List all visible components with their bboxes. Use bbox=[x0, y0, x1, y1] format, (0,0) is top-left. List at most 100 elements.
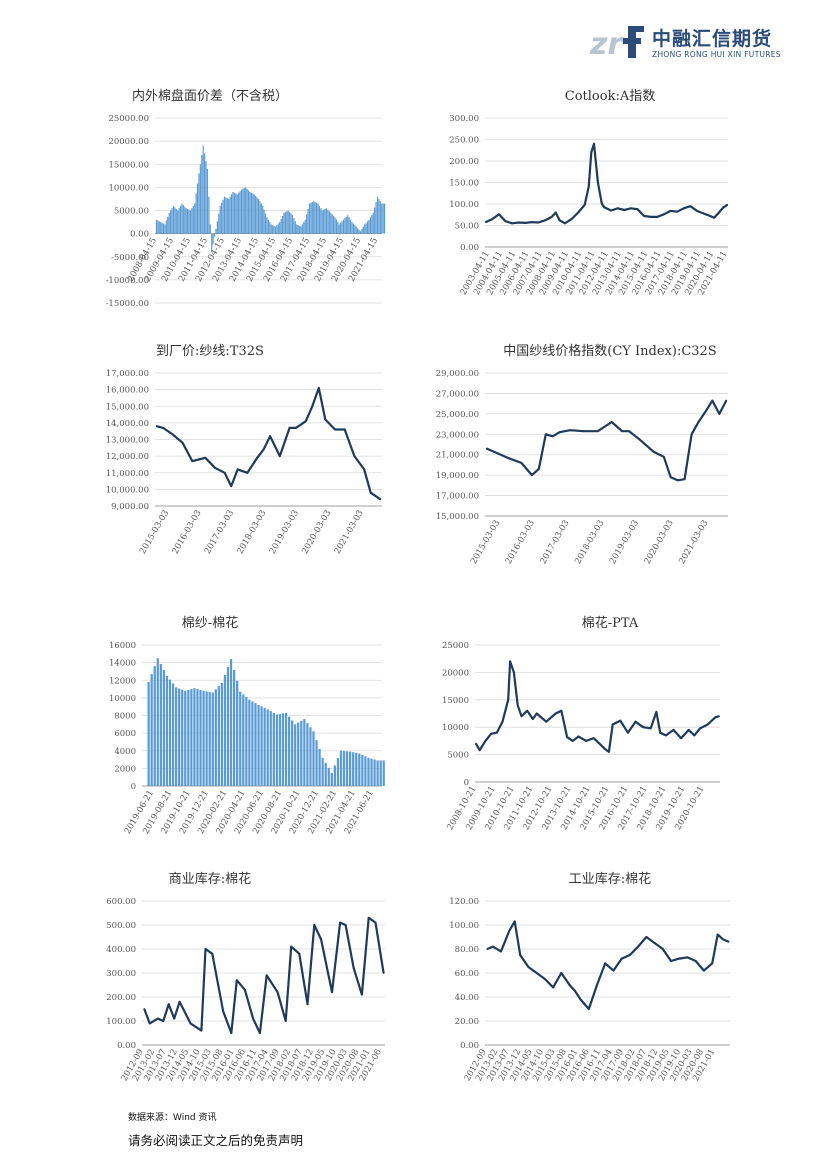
bar bbox=[222, 199, 224, 234]
bar bbox=[335, 219, 338, 234]
chart-panel-8: 工业库存:棉花 120.00 100.00 80.00 60.00 40.00 20.00… bbox=[410, 868, 810, 1118]
data-point bbox=[661, 948, 664, 950]
data-point bbox=[276, 991, 279, 994]
bar bbox=[364, 756, 367, 786]
bar bbox=[297, 722, 300, 786]
bar bbox=[342, 751, 346, 786]
bar bbox=[153, 666, 156, 786]
bar bbox=[310, 202, 312, 234]
bar bbox=[238, 192, 240, 234]
x-tick-label: 2015-03-03 bbox=[138, 509, 171, 556]
bar bbox=[374, 207, 376, 234]
y-tick-label: 17,000.00 bbox=[106, 369, 149, 379]
logo-english-name: ZHONG RONG HUI XIN FUTURES bbox=[652, 50, 781, 59]
bar bbox=[226, 198, 228, 234]
y-tick-label: 21,000.00 bbox=[436, 451, 479, 461]
data-point bbox=[544, 219, 546, 222]
y-tick-label: 10000.00 bbox=[108, 183, 149, 193]
data-point bbox=[535, 712, 538, 715]
y-tick-label: 23,000.00 bbox=[436, 430, 479, 440]
data-point bbox=[587, 1008, 590, 1010]
bar bbox=[315, 202, 318, 234]
bar bbox=[156, 658, 159, 786]
data-point bbox=[189, 1022, 192, 1025]
bar bbox=[355, 226, 357, 234]
bar bbox=[158, 221, 160, 234]
data-point bbox=[367, 916, 370, 919]
y-tick-label: 60.00 bbox=[455, 969, 479, 979]
data-point bbox=[244, 988, 246, 991]
bar bbox=[300, 226, 302, 234]
data-point bbox=[600, 203, 603, 205]
chart-title: 到厂价:纱线:T32S bbox=[156, 344, 264, 359]
bar bbox=[206, 168, 209, 234]
data-point bbox=[574, 990, 576, 992]
data-point bbox=[526, 709, 529, 712]
data-point bbox=[649, 216, 652, 218]
y-tick-label: 10000 bbox=[109, 694, 136, 704]
y-tick-label: 15,000.00 bbox=[436, 512, 479, 522]
data-point bbox=[298, 952, 301, 955]
data-point bbox=[155, 425, 158, 428]
bar bbox=[368, 219, 370, 234]
data-point bbox=[551, 435, 554, 438]
bar bbox=[191, 208, 193, 234]
bar bbox=[257, 704, 260, 786]
bar bbox=[178, 688, 181, 786]
y-tick-label: 400.00 bbox=[106, 945, 136, 955]
bar bbox=[359, 231, 362, 234]
bar bbox=[211, 233, 213, 253]
y-tick-label: 12,000.00 bbox=[106, 452, 149, 462]
bar bbox=[283, 212, 285, 234]
data-point bbox=[566, 736, 569, 738]
data-point bbox=[167, 1003, 170, 1006]
bar bbox=[284, 712, 288, 786]
bar bbox=[306, 723, 309, 786]
data-point bbox=[697, 421, 700, 423]
data-point bbox=[191, 460, 194, 463]
bar bbox=[362, 226, 364, 234]
bar bbox=[229, 196, 231, 234]
bar bbox=[147, 682, 150, 786]
data-point bbox=[552, 986, 555, 989]
bar bbox=[262, 205, 264, 234]
data-point bbox=[590, 151, 593, 154]
data-point bbox=[706, 723, 709, 726]
bar bbox=[252, 193, 254, 234]
data-point bbox=[200, 1029, 203, 1032]
bar bbox=[274, 226, 277, 234]
data-point bbox=[181, 441, 184, 444]
series-line bbox=[474, 660, 720, 753]
bar bbox=[330, 772, 333, 786]
y-tick-label: 11,000.00 bbox=[106, 469, 149, 479]
bar bbox=[236, 194, 238, 234]
bar bbox=[275, 714, 278, 786]
bar bbox=[194, 203, 196, 234]
bar bbox=[196, 689, 199, 786]
bar bbox=[376, 760, 379, 786]
bar bbox=[223, 196, 226, 234]
bar bbox=[199, 164, 201, 234]
series-line bbox=[143, 916, 385, 1035]
data-point bbox=[353, 455, 356, 458]
data-point bbox=[306, 1003, 309, 1006]
y-tick-label: 50.00 bbox=[455, 222, 479, 232]
bar bbox=[247, 190, 250, 234]
data-point bbox=[491, 945, 494, 948]
data-point bbox=[517, 221, 520, 224]
bar bbox=[269, 711, 272, 786]
data-point bbox=[178, 1000, 181, 1003]
data-point bbox=[262, 448, 265, 451]
bar bbox=[217, 686, 220, 786]
bar bbox=[177, 210, 179, 234]
data-point bbox=[495, 731, 498, 734]
data-point bbox=[687, 729, 690, 731]
chart-panel-4: 中国纱线价格指数(CY Index):C32S 29,000.00 27,000.… bbox=[410, 340, 810, 590]
bar bbox=[314, 202, 316, 234]
data-point bbox=[478, 749, 481, 752]
bar bbox=[383, 203, 386, 234]
bar bbox=[303, 719, 306, 786]
data-point bbox=[334, 428, 336, 431]
chart-title: 内外棉盘面价差（不含税） bbox=[131, 89, 288, 104]
data-point bbox=[694, 960, 697, 962]
